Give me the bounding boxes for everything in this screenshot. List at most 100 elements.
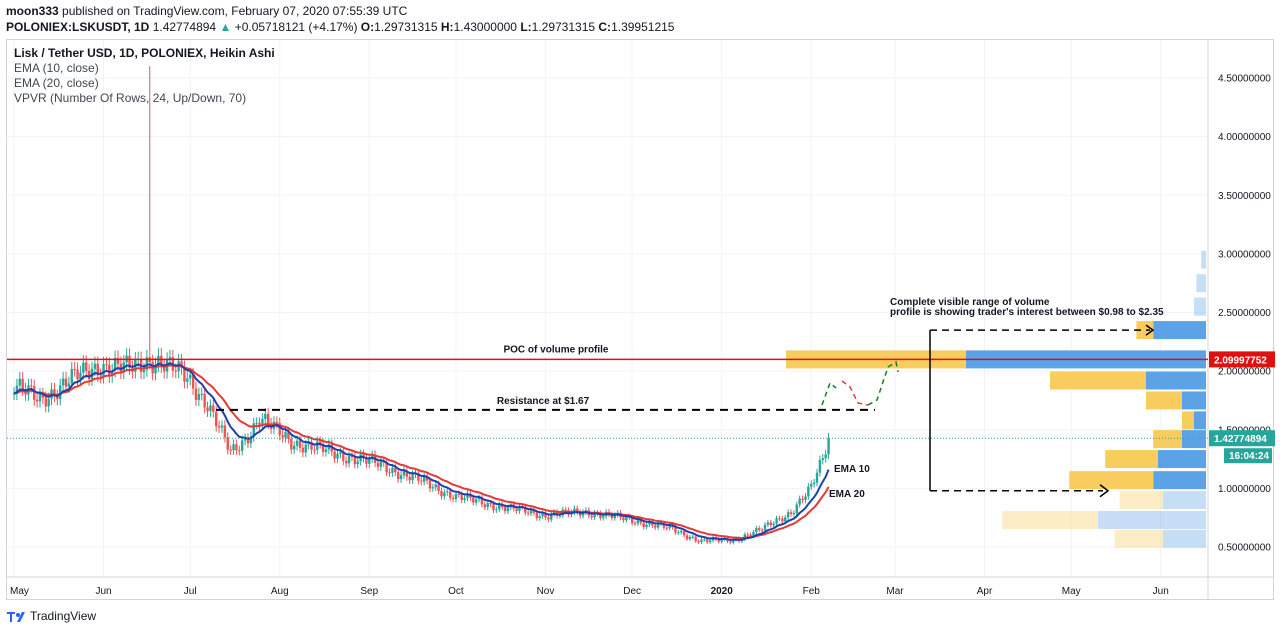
vpvr-up-bar [1158, 450, 1206, 469]
candle-body [82, 362, 85, 373]
candle-body [810, 483, 813, 487]
candle-body [275, 421, 279, 424]
candle-body [105, 364, 108, 366]
candle-body [454, 493, 458, 500]
published-text: published on TradingView.com, February 0… [58, 4, 408, 18]
candle-body [720, 539, 723, 542]
candle-body [376, 462, 380, 467]
candle-body [102, 364, 105, 377]
candle-body [758, 528, 761, 530]
candle-body [108, 364, 111, 377]
candle-body [434, 484, 437, 488]
candle-body [786, 512, 790, 518]
x-tick-label: Aug [271, 586, 289, 597]
candle-body [550, 514, 553, 520]
candle-body [440, 490, 443, 497]
candle-body [284, 432, 287, 438]
candle-body [339, 451, 342, 454]
footer-brand[interactable]: TradingView [6, 609, 96, 623]
high-value: 1.43000000 [453, 20, 517, 34]
legend-ema20[interactable]: EMA (20, close) [14, 76, 99, 90]
candle-body [457, 493, 461, 495]
open-label: O: [360, 20, 375, 34]
range-arrow-top [1145, 324, 1155, 336]
x-tick-label: Dec [623, 586, 641, 597]
y-tick-label: 0.50000000 [1218, 543, 1271, 554]
candle-body [278, 423, 281, 436]
vpvr-down-bar [1105, 450, 1158, 469]
candle-body [732, 539, 735, 543]
author-name: moon333 [6, 4, 59, 18]
candle-body [342, 451, 345, 461]
last-price-label: 1.42774894 [1214, 434, 1267, 445]
legend-vpvr[interactable]: VPVR (Number Of Rows, 24, Up/Down, 70) [14, 91, 247, 105]
candle-body [35, 399, 39, 402]
vpvr-down-bar [1050, 371, 1146, 390]
candle-body [677, 532, 680, 534]
candle-body [443, 492, 446, 497]
candle-body [399, 475, 403, 480]
close-label: C: [598, 20, 612, 34]
candle-body [353, 456, 357, 465]
vpvr-down-bar [1136, 321, 1154, 340]
candle-body [682, 531, 686, 536]
candle-body [645, 524, 648, 528]
candle-body [128, 355, 131, 368]
candle-body [200, 393, 203, 395]
candle-body [206, 407, 209, 412]
candle-body [402, 470, 406, 476]
candle-body [495, 509, 498, 511]
candle-body [636, 520, 640, 524]
vpvr-down-bar [1119, 491, 1163, 510]
x-tick-label: Jul [184, 586, 197, 597]
candle-body [347, 455, 351, 464]
candle-body [633, 523, 637, 525]
candle-body [116, 357, 120, 364]
candle-body [769, 522, 772, 526]
candle-body [220, 425, 224, 428]
candle-body [76, 369, 79, 380]
candle-body [781, 518, 784, 522]
candle-body [142, 369, 146, 373]
candle-body [581, 512, 585, 516]
vpvr-up-bar [1153, 471, 1206, 490]
candle-body [197, 394, 201, 400]
forecast-up-line [821, 381, 837, 406]
candle-body [654, 525, 657, 528]
candle-body [298, 440, 302, 448]
last-price: 1.42774894 [152, 20, 217, 34]
candle-body [191, 374, 195, 389]
candle-body [535, 512, 539, 519]
candle-body [691, 536, 695, 538]
candle-body [795, 504, 798, 514]
poc-price-label-bg [1209, 351, 1275, 368]
candle-body [186, 378, 189, 382]
candle-body [544, 513, 547, 518]
candle-body [174, 370, 177, 372]
candle-body [64, 378, 68, 387]
candle-body [310, 441, 313, 450]
low-label: L: [520, 20, 532, 34]
candle-body [593, 512, 596, 518]
candle-body [477, 497, 481, 500]
candle-body [460, 494, 463, 501]
symbol: POLONIEX:LSKUSDT, 1D [6, 20, 150, 34]
candle-body [674, 527, 677, 533]
up-arrow-icon: ▲ [219, 20, 232, 34]
ohlc-line: POLONIEX:LSKUSDT, 1D 1.42774894 ▲ +0.057… [6, 20, 674, 34]
candle-body [59, 385, 62, 400]
candle-body [292, 445, 296, 450]
candle-body [526, 512, 530, 514]
candle-body [489, 503, 492, 505]
candle-body [466, 493, 469, 498]
countdown-label-bg [1224, 448, 1272, 464]
candle-body [163, 366, 166, 372]
x-tick-label: Feb [803, 586, 821, 597]
legend-ema10[interactable]: EMA (10, close) [14, 61, 99, 75]
candle-body [212, 405, 215, 412]
candle-body [240, 440, 244, 451]
x-tick-label: May [10, 586, 29, 597]
candle-body [778, 518, 781, 520]
poc-price-label: 2.09997752 [1214, 355, 1267, 366]
